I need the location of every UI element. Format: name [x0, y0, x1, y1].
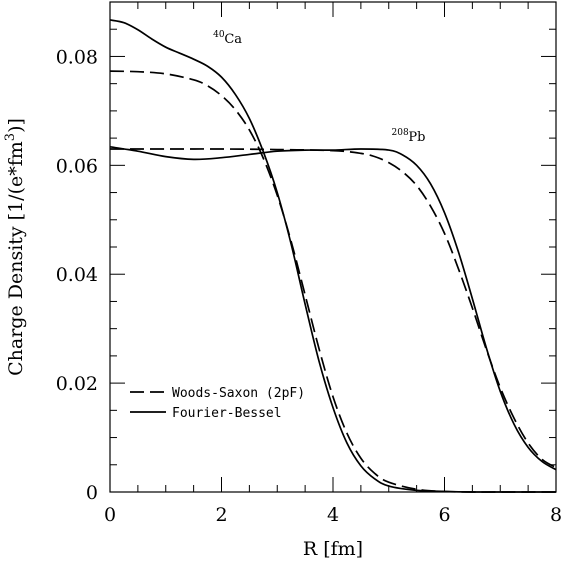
ca40-fourier-bessel-curve: [109, 19, 556, 493]
legend: Woods-Saxon (2pF) Fourier-Bessel: [130, 386, 305, 421]
y-axis-label-main: Charge Density [1/(e*fm: [5, 141, 27, 376]
y-axis-label-sup: 3: [3, 133, 18, 141]
x-tick-label: 8: [550, 504, 562, 526]
x-tick-label: 6: [438, 504, 450, 526]
plot-frame: [109, 1, 557, 493]
annotation-element: Ca: [224, 32, 242, 47]
y-tick-label: 0.02: [56, 373, 98, 395]
x-axis-label: R [fm]: [303, 538, 363, 560]
legend-label-woods-saxon: Woods-Saxon (2pF): [172, 386, 305, 401]
x-tick-labels: 0 2 4 6 8: [104, 504, 562, 526]
annotation-mass-number: 208: [392, 128, 409, 138]
x-tick-label: 2: [215, 504, 227, 526]
y-tick-label: 0.08: [56, 46, 98, 68]
y-tick-label: 0.06: [56, 155, 98, 177]
annotation-element: Pb: [408, 130, 425, 145]
plot-curves: [109, 19, 557, 493]
y-tick-labels: 0 0.02 0.04 0.06 0.08: [56, 46, 98, 504]
ca40-woods-saxon-curve: [109, 70, 556, 493]
y-axis-label: Charge Density [1/(e*fm3)]: [3, 118, 27, 376]
pb208-woods-saxon-curve: [109, 148, 557, 469]
x-tick-label: 4: [327, 504, 339, 526]
y-tick-label: 0: [86, 482, 98, 504]
y-tick-label: 0.04: [56, 264, 98, 286]
x-tick-label: 0: [104, 504, 116, 526]
annotation-mass-number: 40: [213, 30, 225, 40]
nucleus-annotations: 40 Ca 208 Pb: [213, 30, 425, 145]
y-axis-label-tail: )]: [5, 118, 27, 133]
pb208-fourier-bessel-curve: [109, 145, 557, 471]
legend-label-fourier-bessel: Fourier-Bessel: [172, 406, 282, 421]
